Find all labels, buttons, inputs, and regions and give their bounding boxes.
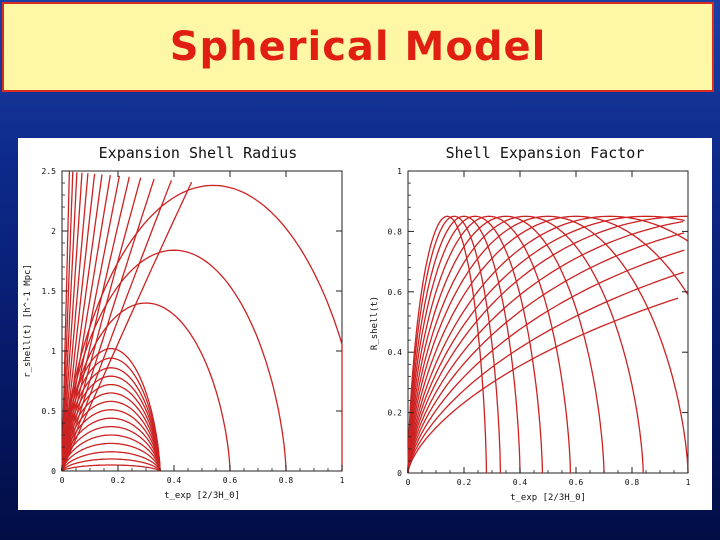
left-rising-curve	[61, 174, 103, 472]
right-x-axis-label: t_exp [2/3H_0]	[510, 493, 586, 503]
left-rising-curve	[61, 180, 173, 472]
left-x-tick-label: 1	[340, 476, 345, 485]
shell-expansion-factor-chart: Shell Expansion Factor 0 0.2 0.4 0.6 0.8 1 0 0.…	[370, 144, 691, 503]
right-x-tick-label: 0	[406, 478, 411, 487]
left-rising-curve	[61, 175, 121, 472]
left-rising-curve	[61, 173, 89, 472]
left-curves-group	[61, 171, 343, 472]
right-x-tick-label: 0.6	[569, 478, 584, 487]
right-curves-group	[407, 215, 689, 473]
expansion-shell-radius-chart: Expansion Shell Radius 0 0.2 0.4 0.6 0.8 1 0 0.…	[23, 144, 345, 501]
right-x-tick-label: 0.4	[513, 478, 528, 487]
left-rising-curve	[61, 171, 71, 472]
right-chart-title: Shell Expansion Factor	[446, 144, 645, 162]
right-chart-panel: Shell Expansion Factor 0 0.2 0.4 0.6 0.8 1 0 0.…	[365, 138, 712, 510]
left-x-axis-label: t_exp [2/3H_0]	[164, 491, 240, 501]
right-x-tick-label: 1	[686, 478, 691, 487]
left-ticks-group: 0 0.2 0.4 0.6 0.8 1 0 0.5 1 1.5 2 2.5	[42, 167, 345, 485]
left-y-axis-label: r_shell(t) [h^-1 Mpc]	[23, 264, 33, 378]
left-y-tick-label: 1	[51, 347, 56, 356]
right-expansion-curve	[407, 215, 605, 473]
left-rising-curve	[61, 181, 193, 472]
left-rising-curve	[61, 172, 83, 472]
left-rising-curve	[61, 172, 78, 472]
left-y-tick-label: 2	[51, 227, 56, 236]
left-rising-curve	[61, 178, 155, 472]
left-shell-curve	[61, 184, 343, 471]
left-rising-curve	[61, 177, 142, 472]
left-x-tick-label: 0.6	[223, 476, 238, 485]
left-chart-panel: Expansion Shell Radius 0 0.2 0.4 0.6 0.8 1 0 0.…	[18, 138, 365, 510]
left-y-tick-label: 0.5	[42, 407, 57, 416]
left-x-tick-label: 0.2	[111, 476, 126, 485]
left-rising-curve	[61, 176, 130, 472]
slide-title: Spherical Model	[169, 24, 547, 70]
left-y-tick-label: 0	[51, 467, 56, 476]
left-rising-curve	[61, 173, 96, 472]
right-expansion-curve	[407, 215, 644, 473]
right-expansion-curve	[407, 232, 685, 473]
left-y-tick-label: 1.5	[42, 287, 57, 296]
right-expansion-curve	[407, 249, 685, 473]
left-chart-title: Expansion Shell Radius	[99, 144, 298, 162]
left-shell-curve	[61, 302, 231, 471]
left-x-tick-label: 0.4	[167, 476, 182, 485]
left-shell-curve	[61, 464, 161, 472]
left-shell-curve	[61, 451, 161, 472]
right-x-tick-label: 0.2	[457, 478, 472, 487]
right-expansion-curve	[407, 215, 502, 473]
slide-title-bar: Spherical Model	[2, 2, 714, 92]
right-expansion-curve	[407, 215, 544, 473]
left-x-tick-label: 0	[60, 476, 65, 485]
left-shell-curve	[61, 425, 161, 471]
right-x-tick-label: 0.8	[625, 478, 640, 487]
right-expansion-curve	[407, 215, 572, 473]
right-ticks-group: 0 0.2 0.4 0.6 0.8 1 0 0.2 0.4 0.6 0.8 1	[388, 167, 691, 487]
right-y-axis-label: R_shell(t)	[370, 296, 380, 350]
left-shell-curve	[61, 458, 161, 472]
right-expansion-curve	[407, 215, 689, 473]
left-rising-curve	[61, 174, 111, 472]
right-y-tick-label: 0.8	[388, 227, 403, 236]
left-y-tick-label: 2.5	[42, 167, 57, 176]
right-y-tick-label: 0.6	[388, 288, 403, 297]
right-y-tick-label: 0.2	[388, 409, 403, 418]
left-x-tick-label: 0.8	[279, 476, 294, 485]
right-expansion-curve	[407, 297, 679, 473]
right-y-tick-label: 0	[397, 469, 402, 478]
right-expansion-curve	[407, 215, 488, 473]
right-y-tick-label: 1	[397, 167, 402, 176]
right-y-tick-label: 0.4	[388, 348, 403, 357]
